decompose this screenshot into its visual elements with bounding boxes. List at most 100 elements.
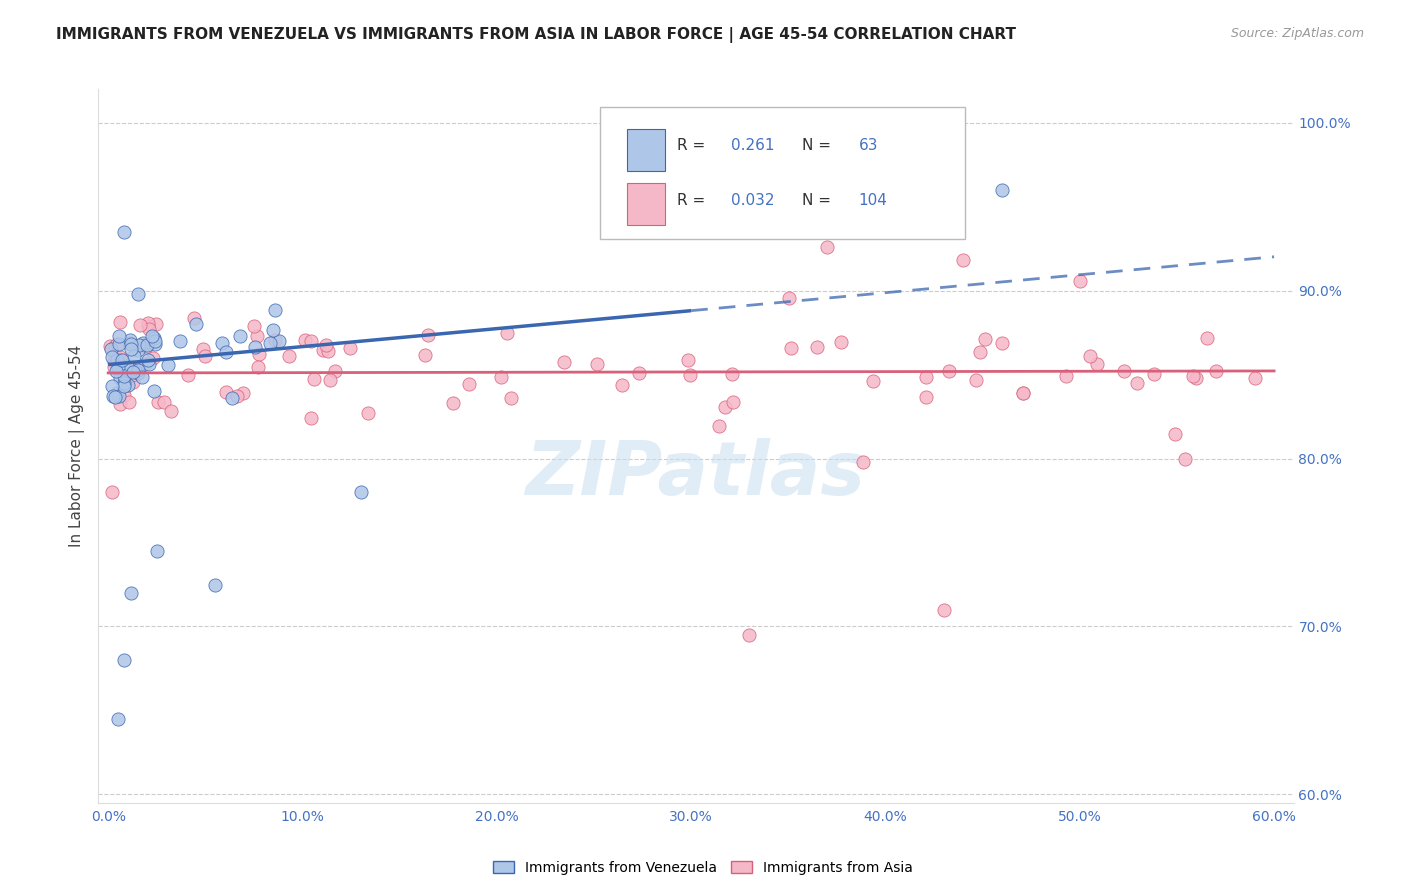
Point bbox=[1012, 385, 1035, 400]
Bar bbox=[627, 129, 665, 170]
Point bbox=[138, 321, 160, 335]
Point bbox=[229, 329, 252, 343]
Text: 104: 104 bbox=[859, 193, 887, 208]
Point bbox=[315, 338, 337, 352]
Point bbox=[316, 343, 339, 358]
Point bbox=[100, 350, 122, 364]
Point bbox=[101, 378, 124, 392]
Point bbox=[176, 368, 198, 382]
Point bbox=[110, 352, 132, 367]
Point bbox=[135, 337, 157, 351]
Point bbox=[107, 389, 129, 403]
Point bbox=[780, 341, 803, 355]
Point bbox=[990, 335, 1012, 350]
Point bbox=[1195, 330, 1218, 344]
Point bbox=[723, 395, 745, 409]
Point bbox=[302, 371, 325, 385]
Point bbox=[738, 628, 761, 642]
Point bbox=[932, 603, 955, 617]
Point bbox=[1078, 349, 1101, 363]
Point bbox=[299, 411, 322, 425]
Point bbox=[118, 395, 141, 409]
Point bbox=[193, 343, 215, 357]
Point bbox=[232, 386, 254, 401]
Point bbox=[339, 341, 361, 355]
Point bbox=[127, 287, 149, 301]
Point bbox=[128, 338, 150, 352]
Point bbox=[441, 396, 464, 410]
Point bbox=[143, 331, 166, 345]
Point bbox=[259, 336, 281, 351]
Point bbox=[105, 353, 128, 368]
Point bbox=[974, 332, 997, 346]
Point bbox=[117, 373, 139, 387]
Point bbox=[108, 397, 131, 411]
Point bbox=[127, 363, 149, 377]
Point bbox=[104, 349, 127, 363]
Point bbox=[211, 335, 233, 350]
Point bbox=[778, 291, 800, 305]
Point bbox=[830, 334, 852, 349]
Point bbox=[413, 348, 436, 362]
Point bbox=[319, 373, 342, 387]
Point bbox=[851, 455, 873, 469]
Point bbox=[112, 653, 135, 667]
Point bbox=[294, 334, 316, 348]
Point bbox=[124, 361, 146, 376]
Text: N =: N = bbox=[803, 193, 837, 208]
Point bbox=[221, 391, 243, 405]
Point bbox=[1069, 274, 1091, 288]
Point bbox=[125, 339, 148, 353]
Point bbox=[969, 344, 991, 359]
Point bbox=[107, 360, 129, 375]
Point bbox=[131, 370, 153, 384]
Point bbox=[100, 343, 122, 357]
Point bbox=[103, 359, 125, 374]
Point bbox=[117, 336, 139, 351]
Point bbox=[103, 339, 125, 353]
Point bbox=[108, 371, 131, 385]
Point bbox=[153, 395, 176, 409]
Point bbox=[120, 337, 142, 351]
Point bbox=[325, 364, 347, 378]
Point bbox=[553, 355, 575, 369]
Point bbox=[676, 352, 699, 367]
Point bbox=[141, 329, 163, 343]
Point bbox=[135, 340, 157, 354]
Y-axis label: In Labor Force | Age 45-54: In Labor Force | Age 45-54 bbox=[69, 345, 84, 547]
Point bbox=[225, 389, 247, 403]
Point bbox=[104, 364, 127, 378]
Point bbox=[311, 343, 333, 358]
Point bbox=[132, 336, 155, 351]
Point bbox=[108, 350, 131, 364]
Point bbox=[112, 361, 135, 376]
Point bbox=[122, 375, 145, 389]
Point bbox=[707, 418, 730, 433]
Point bbox=[101, 485, 124, 500]
Point bbox=[145, 544, 167, 558]
Point bbox=[242, 319, 264, 334]
Text: 0.032: 0.032 bbox=[731, 193, 775, 208]
Point bbox=[262, 322, 284, 336]
Point bbox=[120, 586, 142, 600]
Point bbox=[215, 344, 238, 359]
Point bbox=[350, 485, 373, 500]
Point bbox=[124, 364, 146, 378]
Point bbox=[129, 318, 152, 332]
Point bbox=[112, 379, 135, 393]
Point bbox=[111, 353, 134, 368]
Point bbox=[243, 341, 266, 355]
Point bbox=[418, 328, 440, 343]
Point bbox=[184, 317, 207, 331]
Text: ZIPatlas: ZIPatlas bbox=[526, 438, 866, 511]
Point bbox=[806, 340, 828, 354]
Text: R =: R = bbox=[676, 138, 710, 153]
FancyBboxPatch shape bbox=[600, 107, 965, 239]
Point bbox=[112, 388, 135, 402]
Point bbox=[915, 390, 938, 404]
Point bbox=[269, 334, 291, 348]
Point bbox=[1143, 368, 1166, 382]
Point bbox=[938, 364, 960, 378]
Point bbox=[1205, 364, 1227, 378]
Point bbox=[357, 406, 380, 420]
